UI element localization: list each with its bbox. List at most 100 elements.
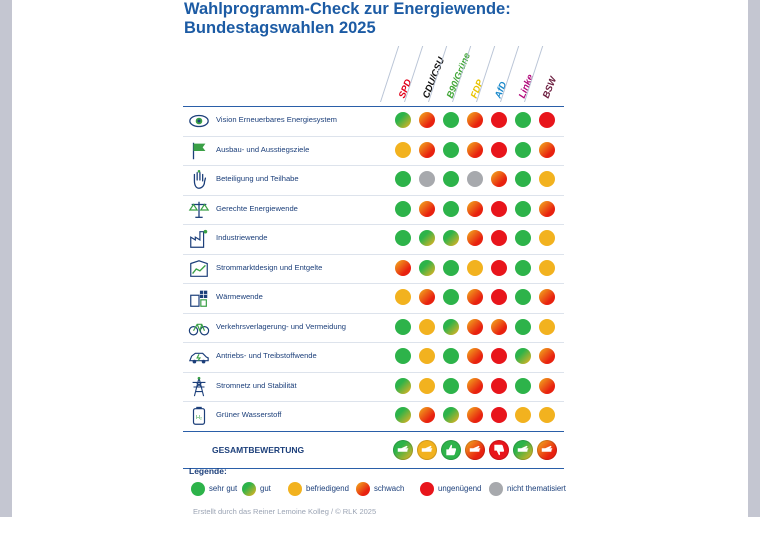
legend-dot-nicht_thematisiert — [489, 482, 503, 496]
rating-dot-sehr_gut — [395, 200, 411, 217]
legend-label: schwach — [374, 484, 405, 493]
criterion-label: Verkehrsverlagerung- und Vermeidung — [216, 321, 347, 331]
legend-label: sehr gut — [209, 484, 238, 493]
thumb-sideways-icon — [396, 443, 410, 457]
criterion-row: Wärmewende — [183, 283, 564, 313]
criterion-row: Gerechte Energiewende — [183, 194, 564, 225]
title-line-1: Wahlprogramm-Check zur Energiewende: — [184, 0, 511, 18]
rating-dot-ungenuegend — [491, 348, 507, 364]
rating-dot-ungenuegend — [491, 407, 507, 423]
thumb-down-icon — [492, 443, 506, 457]
total-badge-schwach — [465, 439, 485, 460]
legend-dot-ungenuegend — [420, 482, 434, 496]
rating-dot-schwach — [467, 318, 483, 335]
legend: sehr gut gut befriedigend schwach ungenügend… — [191, 481, 571, 497]
criterion-label: Antriebs- und Treibstoffwende — [216, 351, 317, 360]
rating-dot-gut — [443, 407, 459, 423]
rating-dot-sehr_gut — [395, 318, 411, 335]
rating-dot-gut — [515, 348, 531, 364]
svg-text:H₂: H₂ — [196, 415, 202, 421]
rating-dot-schwach — [419, 289, 435, 305]
rating-dot-schwach — [491, 171, 507, 187]
rating-dot-befriedigend — [419, 348, 435, 364]
thumb-sideways-icon — [468, 443, 482, 457]
rating-dot-schwach — [467, 230, 483, 246]
criterion-label: Strommarktdesign und Entgelte — [216, 262, 323, 272]
rating-dot-befriedigend — [539, 259, 555, 276]
legend-label: befriedigend — [306, 484, 349, 493]
power-pylon-icon — [188, 376, 210, 398]
rating-dot-schwach — [419, 407, 435, 423]
rating-dot-ungenuegend — [491, 141, 507, 158]
factory-icon — [188, 228, 210, 250]
rating-dot-gut — [395, 407, 411, 423]
criterion-label: Wärmewende — [216, 292, 263, 301]
legend-label: ungenügend — [438, 484, 482, 493]
rating-dot-sehr_gut — [443, 348, 459, 364]
criterion-row: Vision Erneuerbares Energiesystem — [183, 106, 564, 136]
legend-dot-befriedigend — [288, 482, 302, 496]
rating-dot-sehr_gut — [443, 289, 459, 305]
rating-dot-sehr_gut — [395, 171, 411, 187]
criterion-row: Verkehrsverlagerung- und Vermeidung — [183, 312, 564, 343]
criterion-row: Beteiligung und Teilhabe — [183, 165, 564, 195]
heat-building-icon — [188, 287, 210, 309]
criterion-row: Stromnetz und Stabilität — [183, 371, 564, 402]
rating-table: Vision Erneuerbares Energiesystem Ausbau-… — [183, 106, 564, 469]
rating-dot-sehr_gut — [515, 171, 531, 187]
criterion-row: Strommarktdesign und Entgelte — [183, 253, 564, 284]
rating-dot-gut — [395, 377, 411, 394]
rating-dot-schwach — [539, 289, 555, 305]
rating-dot-sehr_gut — [395, 230, 411, 246]
rating-dot-schwach — [419, 200, 435, 217]
rating-dot-sehr_gut — [443, 171, 459, 187]
criterion-label: Vision Erneuerbares Energiesystem — [216, 115, 337, 124]
bottom-margin — [0, 517, 760, 537]
rating-dot-sehr_gut — [515, 112, 531, 128]
electric-car-icon — [188, 346, 210, 368]
rating-dot-sehr_gut — [395, 348, 411, 364]
rating-dot-ungenuegend — [539, 112, 555, 128]
rating-dot-schwach — [539, 377, 555, 394]
rating-dot-gut — [419, 259, 435, 276]
rating-dot-befriedigend — [539, 230, 555, 246]
raised-hand-icon — [188, 169, 210, 191]
bicycle-icon — [188, 317, 210, 339]
rating-dot-schwach — [395, 259, 411, 276]
rating-dot-ungenuegend — [491, 289, 507, 305]
criterion-row: Ausbau- und Ausstiegsziele — [183, 135, 564, 166]
total-badge-befriedigend — [417, 439, 437, 460]
rating-dot-ungenuegend — [491, 259, 507, 276]
total-label: GESAMTBEWERTUNG — [212, 444, 305, 455]
total-badge-sehr_gut — [441, 439, 461, 460]
rating-dot-schwach — [539, 348, 555, 364]
flag-icon — [188, 140, 210, 162]
criterion-label: Ausbau- und Ausstiegsziele — [216, 144, 310, 154]
rating-dot-schwach — [491, 318, 507, 335]
rating-dot-schwach — [539, 141, 555, 158]
rating-dot-schwach — [467, 200, 483, 217]
rating-dot-befriedigend — [515, 407, 531, 423]
rating-dot-schwach — [467, 407, 483, 423]
rating-dot-schwach — [467, 141, 483, 158]
eye-icon — [188, 110, 210, 132]
rating-dot-sehr_gut — [443, 200, 459, 217]
hydrogen-tank-icon: H₂ — [188, 405, 210, 427]
rating-dot-sehr_gut — [443, 377, 459, 394]
rating-dot-sehr_gut — [515, 200, 531, 217]
rating-dot-schwach — [539, 200, 555, 217]
criterion-row: H₂ Grüner Wasserstoff — [183, 401, 564, 431]
thumb-sideways-icon — [540, 443, 554, 457]
criterion-row: Antriebs- und Treibstoffwende — [183, 342, 564, 372]
total-row: GESAMTBEWERTUNG — [183, 430, 564, 469]
rating-dot-sehr_gut — [515, 259, 531, 276]
criterion-label: Industriewende — [216, 233, 268, 242]
rating-dot-befriedigend — [395, 141, 411, 158]
legend-label: nicht thematisiert — [507, 484, 566, 493]
total-badge-gut — [513, 439, 533, 460]
criterion-label: Beteiligung und Teilhabe — [216, 174, 299, 183]
rating-dot-gut — [443, 318, 459, 335]
thumb-sideways-icon — [516, 443, 530, 457]
rating-dot-schwach — [467, 377, 483, 394]
legend-dot-sehr_gut — [191, 482, 205, 496]
